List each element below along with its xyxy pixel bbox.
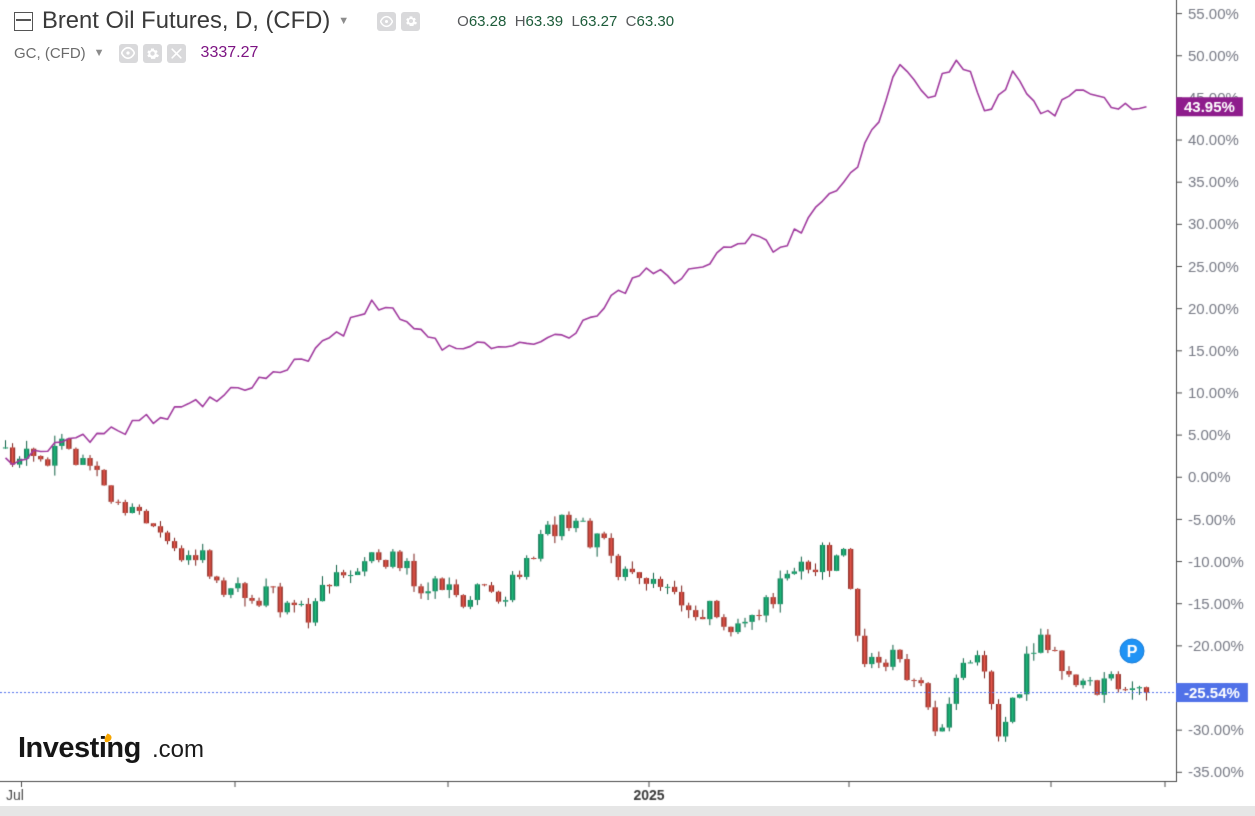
- svg-text:Investing: Investing: [18, 732, 141, 764]
- svg-text:.com: .com: [152, 736, 204, 763]
